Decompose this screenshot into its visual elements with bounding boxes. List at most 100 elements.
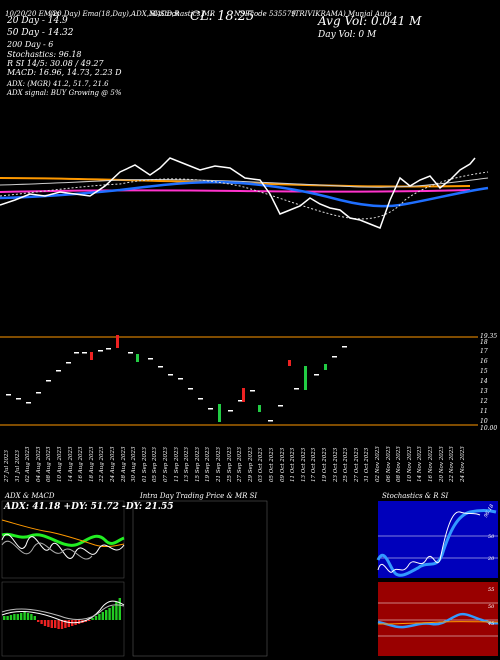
price-candle xyxy=(304,366,307,390)
price-candle xyxy=(158,366,163,368)
macd-histogram-bar xyxy=(26,613,30,620)
price-candle xyxy=(116,335,119,348)
symbol-code: NSEcode 535579 xyxy=(234,10,296,18)
price-candle xyxy=(324,364,327,370)
price-candle xyxy=(136,354,139,362)
price-candle xyxy=(82,352,87,354)
ema-white-thin xyxy=(0,177,489,188)
price-candle xyxy=(218,404,221,422)
price-candle xyxy=(90,352,93,360)
oscillator-level-label: 20 xyxy=(488,556,495,562)
price-axis-label: 15 xyxy=(480,368,488,375)
macd-histogram-bar xyxy=(60,620,64,629)
price-axis-label: 17 xyxy=(480,348,488,355)
macd-histogram-bar xyxy=(37,620,40,622)
macd-histogram-bar xyxy=(91,618,94,620)
macd-histogram-bar xyxy=(57,620,60,629)
panel-adx-macd-title: ADX & MACD xyxy=(5,492,55,500)
price-axis-label: 10.00 xyxy=(480,425,498,432)
macd-histogram-bar xyxy=(108,608,111,620)
price-candle xyxy=(56,370,61,372)
ema200-label: 200 Day - 6 xyxy=(7,40,54,49)
adx-signal-label: ADX signal: BUY Growing @ 5% xyxy=(7,89,122,97)
macd-histogram-bar xyxy=(67,620,70,627)
macd-histogram-bar xyxy=(47,620,50,627)
panel-stoch-title: Stochastics & R SI xyxy=(382,492,449,500)
price-axis-label: 13 xyxy=(480,388,488,395)
price-candle xyxy=(342,346,347,348)
macd-histogram-bar xyxy=(20,613,23,620)
oscillator-level-label: 50 xyxy=(488,534,495,540)
rsi-orange-line xyxy=(377,621,499,625)
macd-histogram-bar xyxy=(94,616,98,620)
macd-histogram-bar xyxy=(105,610,108,620)
ema20-label: 20 Day - 14.9 xyxy=(7,16,68,26)
macd-histogram-bar xyxy=(16,614,19,620)
price-axis-label: 12 xyxy=(480,398,488,405)
price-axis-label: 16 xyxy=(480,358,488,365)
macd-histogram-bar xyxy=(33,616,36,620)
macd-histogram-bar xyxy=(118,598,121,620)
price-candle xyxy=(106,348,111,350)
price-axis-label: 14 xyxy=(480,378,488,385)
price-candle xyxy=(294,388,299,390)
rsi-label: R SI 14/5: 30.08 / 49.27 xyxy=(7,59,104,68)
macd-histogram-bar xyxy=(98,614,101,620)
ema-magenta-line xyxy=(0,189,471,193)
price-candle xyxy=(74,352,79,354)
close-price: CL: 18.25 xyxy=(190,9,255,24)
price-candle xyxy=(46,380,51,382)
price-candle xyxy=(148,358,153,360)
price-axis-label: 18 xyxy=(480,339,488,346)
price-candle xyxy=(288,360,291,366)
macd-histogram-bar xyxy=(101,612,104,620)
macd-histogram-bar xyxy=(40,620,43,624)
price-axis-label: 10 xyxy=(480,418,488,425)
adx-values-text: ADX: 41.18 +DY: 51.72 -DY: 21.55 xyxy=(4,502,174,512)
macd-histogram-bar xyxy=(111,606,115,620)
price-line xyxy=(0,157,476,229)
intraday-panel xyxy=(132,500,268,657)
price-axis-label: 11 xyxy=(480,408,488,415)
macd-histogram-bar xyxy=(115,602,118,620)
ema-blue-line xyxy=(0,180,489,208)
day-volume: Day Vol: 0 M xyxy=(318,30,377,40)
price-axis-label: 19.35 xyxy=(480,333,498,340)
adx-label: ADX: (MGR) 41.2, 51.7, 21.6 xyxy=(7,80,109,88)
header-indicators: SI,Stochastics,MR xyxy=(150,10,216,18)
price-candle xyxy=(178,378,183,380)
price-candle xyxy=(314,374,319,376)
avg-volume: Avg Vol: 0.041 M xyxy=(318,14,422,28)
adx-green-line xyxy=(1,532,125,547)
price-candle xyxy=(258,405,261,412)
oscillator-level-label: 45 xyxy=(488,621,495,627)
macd-histogram-bar xyxy=(64,620,67,628)
macd-histogram-bar xyxy=(30,614,33,620)
price-candle xyxy=(16,398,21,400)
price-candle xyxy=(98,350,103,352)
stochastics-label: Stochastics: 96.18 xyxy=(7,50,82,59)
price-candle xyxy=(208,408,213,410)
macd-histogram-bar xyxy=(6,616,9,620)
stoch-panel xyxy=(378,501,498,578)
adx-orange-line xyxy=(1,519,125,548)
macd-label: MACD: 16.96, 14.73, 2.23 D xyxy=(7,68,122,77)
price-candle xyxy=(242,388,245,402)
price-candle xyxy=(278,405,283,407)
price-candle xyxy=(6,394,11,396)
oscillator-level-label: 55 xyxy=(488,587,495,593)
panel-intraday-title: Intra Day Trading Price & MR SI xyxy=(140,492,258,500)
price-candle xyxy=(332,356,337,358)
price-candle xyxy=(198,398,203,400)
header-title: (20,Day) Ema(18,Day),ADX,MACD,R xyxy=(50,10,180,18)
price-candle xyxy=(228,410,233,412)
macd-histogram-bar xyxy=(43,620,47,626)
price-candle xyxy=(66,362,71,364)
price-candle xyxy=(268,420,273,422)
stoch-white-line xyxy=(377,511,481,573)
price-candle xyxy=(128,352,133,354)
symbol-name: (TRIVIKRAMA) Munjal Auto xyxy=(292,10,392,18)
macd-histogram-bar xyxy=(13,614,16,620)
